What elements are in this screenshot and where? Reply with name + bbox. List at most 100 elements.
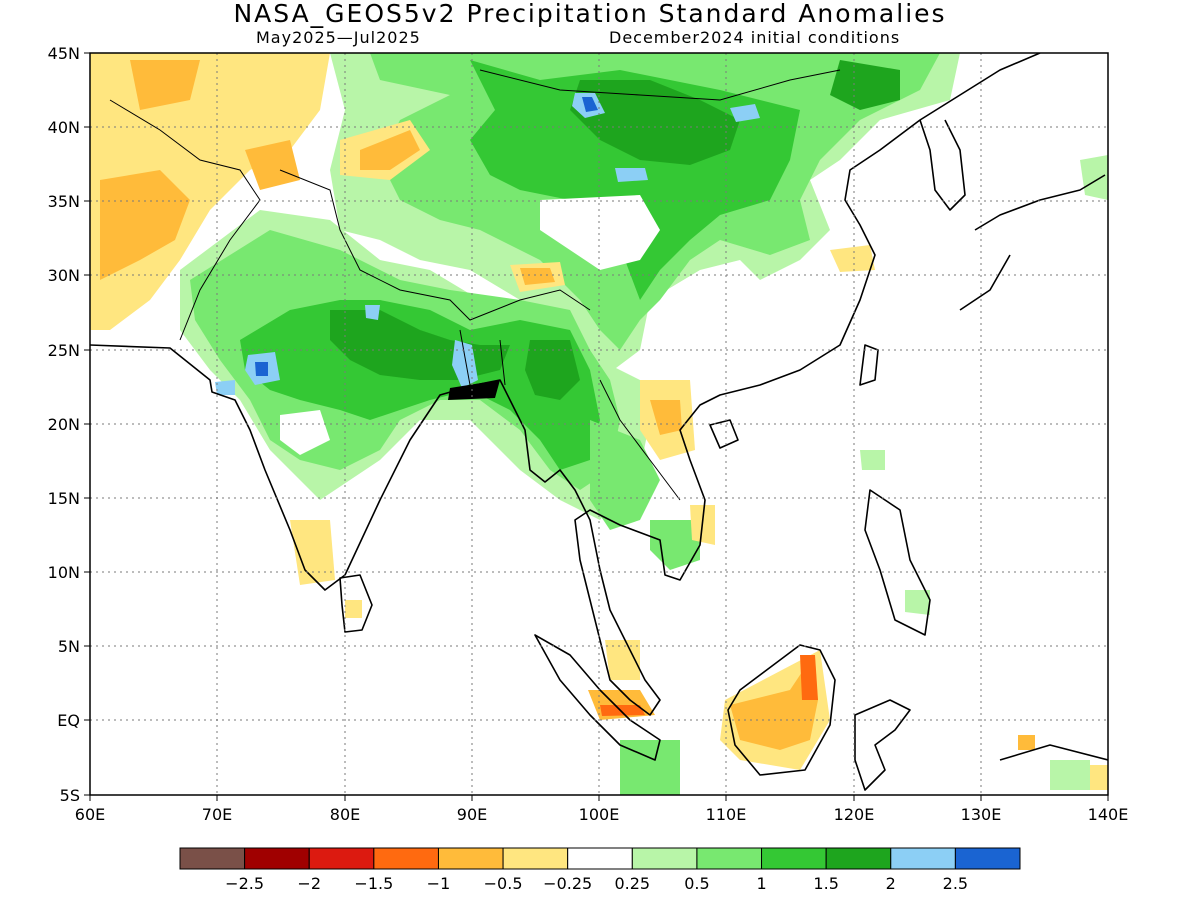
anomaly-region — [590, 420, 660, 530]
lon-label: 80E — [330, 805, 360, 824]
coastline-sulawesi — [854, 699, 911, 791]
anomaly-region — [605, 640, 640, 680]
border-line — [109, 99, 261, 341]
colorbar-label: −0.25 — [543, 874, 592, 893]
anomaly-region — [540, 195, 660, 270]
anomaly-region — [830, 245, 875, 272]
colorbar-label: −2.5 — [225, 874, 264, 893]
coastline-newguinea — [999, 744, 1108, 761]
colorbar-swatch — [761, 847, 827, 870]
anomaly-region — [600, 705, 645, 716]
anomaly-region — [570, 80, 740, 165]
coastline-sumatra — [534, 634, 661, 761]
colorbar: −2.5 −2 −1.5 −1 −0.5 −0.25 0.25 0.5 1 1.5 2 2.5 — [179, 847, 1021, 893]
colorbar-swatch — [954, 847, 1021, 870]
anomaly-region — [650, 400, 682, 435]
anomaly-region — [800, 655, 818, 700]
border-line — [599, 379, 681, 501]
coastline-srilanka — [339, 574, 373, 633]
anomaly-region — [240, 300, 600, 470]
anomaly-region — [615, 168, 648, 182]
anomaly-region — [290, 520, 335, 585]
lon-labels: 60E 70E 80E 90E 100E 110E 120E 130E 140E — [75, 805, 1129, 824]
colorbar-label: −1 — [427, 874, 451, 893]
colorbar-swatch — [696, 847, 763, 870]
anomaly-region — [215, 380, 235, 395]
anomaly-region — [280, 410, 330, 455]
colorbar-label: 0.5 — [684, 874, 709, 893]
colorbar-label: −1.5 — [354, 874, 393, 893]
coastline-korea — [919, 119, 966, 211]
lat-label: 20N — [48, 415, 80, 434]
lat-label: 35N — [48, 192, 80, 211]
lon-label: 130E — [961, 805, 1002, 824]
lon-label: 120E — [834, 805, 875, 824]
anomaly-region — [255, 362, 268, 376]
lat-labels: 45N 40N 35N 30N 25N 20N 15N 10N 5N EQ 5S — [48, 44, 80, 805]
lat-label: 45N — [48, 44, 80, 63]
colorbar-swatch — [437, 847, 504, 870]
anomaly-region — [905, 590, 930, 615]
colorbar-label: 2 — [886, 874, 896, 893]
coastline-japan — [959, 174, 1106, 311]
anomaly-region — [830, 60, 900, 110]
colorbar-swatch — [244, 847, 310, 870]
initial-conditions: December2024 initial conditions — [609, 28, 901, 47]
colorbar-label: 1 — [756, 874, 766, 893]
borders — [109, 69, 841, 501]
anomaly-region — [360, 130, 420, 170]
anomaly-region — [860, 450, 885, 470]
coastlines — [90, 53, 1108, 791]
anomaly-region — [730, 104, 760, 122]
lat-label: 25N — [48, 341, 80, 360]
border-line — [279, 169, 591, 321]
lat-label: 10N — [48, 563, 80, 582]
coastline-taiwan — [859, 344, 879, 386]
anomaly-region — [582, 97, 598, 112]
anomaly-region — [520, 268, 555, 285]
coastline-philippines — [864, 489, 931, 636]
forecast-period: May2025—Jul2025 — [256, 28, 421, 47]
anomaly-region — [345, 600, 362, 618]
coastline-asia — [90, 53, 1041, 716]
map-title: NASA_GEOS5v2 Precipitation Standard Anom… — [233, 0, 947, 28]
lon-label: 140E — [1088, 805, 1129, 824]
lat-label: 5N — [58, 637, 80, 656]
border-line — [479, 69, 841, 101]
anomaly-region — [730, 660, 818, 750]
anomaly-region — [130, 60, 200, 110]
colorbar-swatch — [373, 847, 439, 870]
colorbar-label: −2 — [297, 874, 321, 893]
gridlines — [90, 53, 1108, 795]
colorbar-label: −0.5 — [484, 874, 523, 893]
lat-label: EQ — [57, 711, 80, 730]
anomaly-region — [1018, 735, 1035, 750]
lat-label: 5S — [60, 786, 80, 805]
anomaly-region — [245, 140, 300, 190]
colorbar-swatch — [308, 847, 375, 870]
anomaly-region — [1090, 765, 1108, 790]
anomaly-region — [448, 380, 500, 400]
lat-label: 40N — [48, 118, 80, 137]
lat-label: 30N — [48, 266, 80, 285]
anomaly-region — [365, 305, 380, 320]
border-line — [459, 329, 506, 386]
anomaly-region — [1050, 760, 1090, 790]
colorbar-swatch — [567, 847, 633, 870]
lon-label: 60E — [75, 805, 105, 824]
colorbar-swatch — [179, 847, 246, 870]
coastline-hainan — [709, 419, 739, 449]
colorbar-label: 0.25 — [614, 874, 650, 893]
lon-label: 70E — [202, 805, 232, 824]
colorbar-swatch — [502, 847, 569, 870]
coastline-borneo — [727, 644, 836, 776]
ticks — [84, 52, 1109, 801]
anomaly-field — [90, 53, 1108, 795]
lat-label: 15N — [48, 489, 80, 508]
colorbar-swatch — [825, 847, 892, 870]
lon-label: 110E — [706, 805, 747, 824]
anomaly-region — [525, 340, 580, 400]
lon-label: 90E — [457, 805, 487, 824]
anomaly-region — [90, 53, 330, 330]
